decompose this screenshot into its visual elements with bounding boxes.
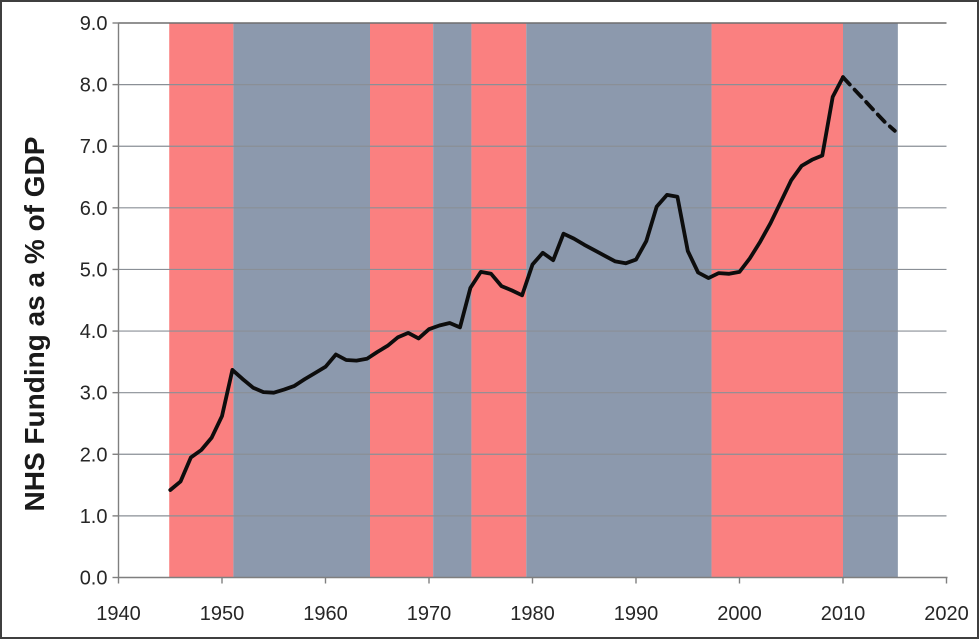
projection-dashed-line [841, 75, 897, 133]
y-tick-label: 7.0 [80, 136, 108, 158]
labour-government-band [370, 23, 434, 578]
x-tick-label: 2020 [924, 603, 969, 625]
conservative-government-band [233, 23, 371, 578]
y-axis-title: NHS Funding as a % of GDP [19, 136, 50, 512]
y-tick-label: 3.0 [80, 383, 108, 405]
y-tick-label: 6.0 [80, 198, 108, 220]
x-tick-label: 1960 [303, 603, 348, 625]
x-tick-label: 1990 [614, 603, 659, 625]
y-tick-label: 8.0 [80, 75, 108, 97]
x-tick-label: 1940 [96, 603, 141, 625]
x-tick-label: 1980 [510, 603, 555, 625]
y-tick-label: 1.0 [80, 506, 108, 528]
labour-government-band [711, 23, 843, 578]
nhs-funding-line [168, 75, 845, 492]
labour-government-band [169, 23, 234, 578]
conservative-government-band [843, 23, 898, 578]
x-tick-label: 1950 [200, 603, 245, 625]
x-tick-label: 2000 [717, 603, 762, 625]
y-tick-label: 0.0 [80, 568, 108, 590]
y-tick-label: 4.0 [80, 321, 108, 343]
y-tick-label: 9.0 [80, 13, 108, 35]
conservative-government-band [526, 23, 712, 578]
y-tick-label: 5.0 [80, 259, 108, 281]
conservative-government-band [433, 23, 472, 578]
x-tick-label: 2010 [821, 603, 866, 625]
labour-government-band [471, 23, 527, 578]
x-tick-label: 1970 [407, 603, 452, 625]
y-tick-label: 2.0 [80, 444, 108, 466]
